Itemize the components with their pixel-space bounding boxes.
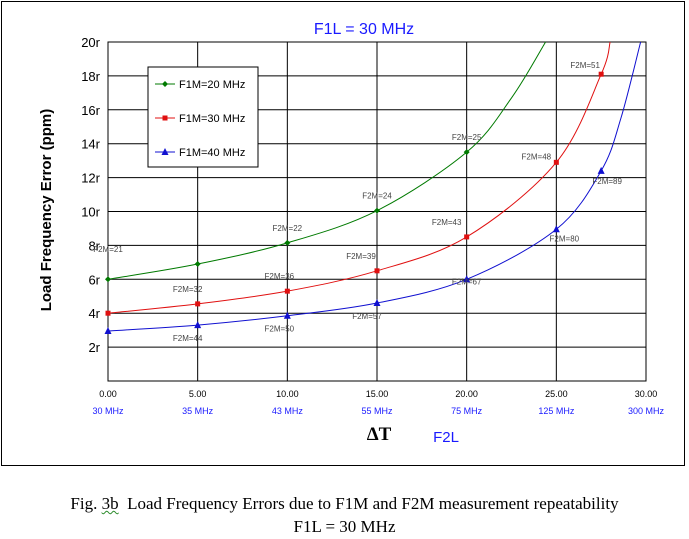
data-point: [373, 299, 381, 307]
x-tick-label-secondary: 300 MHz: [628, 406, 665, 416]
point-label: F2M=50: [265, 325, 295, 334]
point-label: F2M=39: [346, 252, 376, 261]
plot-border: [107, 41, 647, 382]
y-tick-label: 12r: [81, 171, 100, 186]
x-axis-secondary-title: F2L: [433, 429, 459, 446]
x-axis-title: ΔT: [367, 424, 392, 445]
x-tick-label-secondary: 43 MHz: [272, 406, 304, 416]
data-point: [284, 288, 290, 294]
data-point: [374, 268, 380, 274]
data-point: [194, 321, 202, 329]
legend-marker: [161, 148, 169, 155]
x-tick-label: 15.00: [366, 389, 389, 399]
legend: F1M=20 MHz F1M=30 MHz F1M=40 MHz: [147, 66, 259, 168]
data-point: [464, 234, 470, 240]
data-point: [374, 207, 380, 214]
legend-label: F1M=40 MHz: [179, 147, 245, 159]
x-tick-label: 20.00: [455, 389, 478, 399]
x-tick-label: 0.00: [99, 389, 117, 399]
data-point: [195, 301, 201, 307]
x-tick-label-secondary: 30 MHz: [92, 406, 124, 416]
x-tick-label: 10.00: [276, 389, 299, 399]
point-label: F2M=36: [265, 272, 295, 281]
point-label: F2M=67: [452, 277, 482, 286]
point-label: F2M=21: [93, 245, 123, 254]
data-point: [463, 149, 470, 156]
x-tick-label: 5.00: [189, 389, 207, 399]
point-label: F2M=24: [362, 192, 392, 201]
x-axis: 0.00 30 MHz 5.00 35 MHz 10.00 43 MHz 15.00 55 M…: [92, 389, 664, 416]
x-tick-label-secondary: 125 MHz: [538, 406, 575, 416]
y-tick-label: 10r: [81, 205, 100, 220]
point-label: F2M=48: [522, 152, 552, 161]
x-tick-label-secondary: 55 MHz: [361, 406, 393, 416]
point-label: F2M=44: [173, 334, 203, 343]
series-0: [105, 41, 547, 283]
point-label: F2M=22: [273, 224, 303, 233]
data-point: [597, 166, 605, 174]
point-label: F2M=32: [173, 285, 203, 294]
x-tick-label-secondary: 75 MHz: [451, 406, 483, 416]
data-point: [284, 239, 291, 246]
series-line: [107, 41, 611, 314]
series-layer: [104, 41, 642, 334]
series-1: [105, 41, 611, 316]
figure-caption-line-2: F1L = 30 MHz: [293, 517, 396, 536]
data-point: [598, 71, 604, 77]
x-tick-label: 25.00: [545, 389, 568, 399]
point-label: F2M=57: [352, 312, 382, 321]
legend-marker: [162, 115, 168, 121]
legend-label: F1M=30 MHz: [179, 113, 245, 125]
figure-caption-line-1: Fig. 3b Load Frequency Errors due to F1M…: [0, 494, 689, 514]
y-tick-label: 6r: [88, 272, 100, 287]
y-axis: 2r 4r 6r 8r 10r 12r 14r 16r 18r 20r: [81, 35, 100, 355]
point-label: F2M=43: [432, 218, 462, 227]
series-line: [107, 41, 642, 332]
chart: 0.00 30 MHz 5.00 35 MHz 10.00 43 MHz 15.00 55 M…: [38, 21, 665, 446]
data-point: [553, 159, 559, 165]
caption-text: Load Frequency Errors due to F1M and F2M…: [118, 494, 619, 513]
data-point: [463, 275, 471, 283]
caption-fig-number: 3b: [101, 494, 119, 513]
point-label: F2M=51: [570, 61, 600, 70]
y-tick-label: 16r: [81, 103, 100, 118]
y-tick-label: 14r: [81, 137, 100, 152]
data-point: [194, 261, 201, 268]
y-tick-label: 8r: [88, 238, 100, 253]
point-labels: F2M=21 F2M=22 F2M=24 F2M=25 F2M=32 F2M=36 F2M=…: [93, 61, 622, 343]
point-label: F2M=25: [452, 133, 482, 142]
data-point: [552, 225, 560, 233]
data-point: [105, 310, 111, 316]
point-label: F2M=80: [550, 234, 580, 243]
data-point: [283, 311, 291, 319]
x-tick-label: 30.00: [635, 389, 658, 399]
data-point: [104, 326, 112, 334]
y-tick-label: 2r: [88, 340, 100, 355]
y-tick-label: 18r: [81, 69, 100, 84]
chart-title: F1L = 30 MHz: [314, 21, 414, 38]
series-2: [104, 41, 642, 334]
data-point: [105, 276, 111, 283]
x-tick-label-secondary: 35 MHz: [182, 406, 214, 416]
chart-frame: [1, 1, 685, 466]
y-tick-label: 4r: [88, 306, 100, 321]
caption-prefix: Fig.: [70, 494, 102, 513]
legend-marker: [162, 81, 168, 87]
point-label: F2M=89: [592, 177, 622, 186]
y-axis-title: Load Frequency Error (ppm): [38, 109, 55, 312]
y-tick-label: 20r: [81, 35, 100, 50]
legend-label: F1M=20 MHz: [179, 79, 245, 91]
